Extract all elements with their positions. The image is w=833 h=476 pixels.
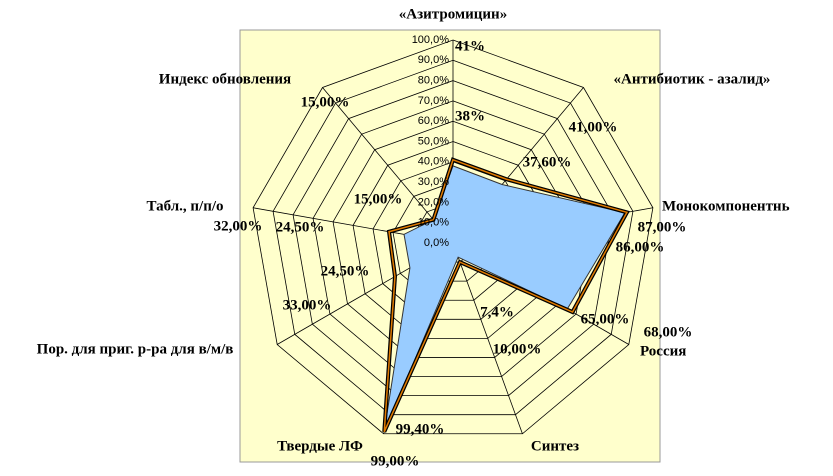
y-tick-label: 40,0% (418, 156, 449, 168)
value-label: 38% (455, 108, 485, 124)
axis-line (322, 87, 454, 244)
value-label: 33,00% (283, 297, 332, 313)
category-label: Монокомпонентнь (662, 198, 790, 214)
category-label: «Антибиотик - азалид» (614, 71, 771, 87)
value-label: 24,50% (321, 263, 370, 279)
axis-line (452, 242, 523, 434)
y-tick-label: 60,0% (418, 115, 449, 127)
value-label: 7,4% (480, 304, 514, 320)
category-label: Индекс обновления (159, 71, 291, 87)
category-label: Пор. для приг. р-ра для в/м/в (37, 341, 234, 357)
value-label: 65,00% (581, 311, 630, 327)
value-label: 87,00% (638, 219, 687, 235)
y-tick-label: 10,0% (418, 217, 449, 229)
category-label: Табл., п/п/о (146, 198, 223, 214)
y-tick-label: 80,0% (418, 75, 449, 87)
grid-line (272, 59, 634, 416)
value-label: 99,40% (396, 421, 445, 437)
value-label: 37,60% (523, 154, 572, 170)
grid-line (332, 120, 574, 358)
value-label: 41,00% (569, 119, 618, 135)
grid-line (292, 80, 614, 397)
value-label: 15,00% (354, 191, 403, 207)
y-tick-label: 50,0% (418, 135, 449, 147)
value-label: 41% (455, 38, 485, 54)
category-label: Твердые ЛФ (277, 438, 363, 454)
y-tick-label: 90,0% (418, 54, 449, 66)
value-label: 24,50% (276, 219, 325, 235)
y-tick-label: 70,0% (418, 95, 449, 107)
value-label: 99,00% (371, 453, 420, 469)
grid-line (252, 39, 654, 435)
category-label: «Азитромицин» (399, 6, 507, 22)
series-line-inner (383, 158, 629, 433)
category-label: Синтез (531, 438, 579, 454)
category-label: Россия (640, 343, 686, 359)
y-tick-label: 0,0% (424, 237, 449, 249)
y-tick-label: 100,0% (412, 34, 450, 46)
y-tick-label: 20,0% (418, 196, 449, 208)
value-label: 86,00% (616, 239, 665, 255)
value-label: 15,00% (301, 94, 350, 110)
y-tick-label: 30,0% (418, 176, 449, 188)
grid-line (312, 100, 594, 377)
value-label: 10,00% (493, 341, 542, 357)
value-label: 32,00% (214, 218, 263, 234)
value-label: 68,00% (644, 324, 693, 340)
